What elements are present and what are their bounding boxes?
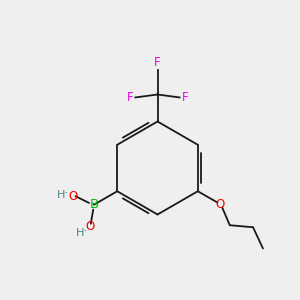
Text: O: O xyxy=(215,197,224,211)
Text: B: B xyxy=(89,198,98,211)
Text: F: F xyxy=(127,91,134,104)
Text: O: O xyxy=(86,220,95,232)
Text: H: H xyxy=(57,190,65,200)
Text: H: H xyxy=(76,228,84,238)
Text: ·: · xyxy=(83,225,87,238)
Text: F: F xyxy=(154,56,161,69)
Text: O: O xyxy=(68,190,78,203)
Text: F: F xyxy=(182,91,188,104)
Text: ·: · xyxy=(64,187,68,200)
